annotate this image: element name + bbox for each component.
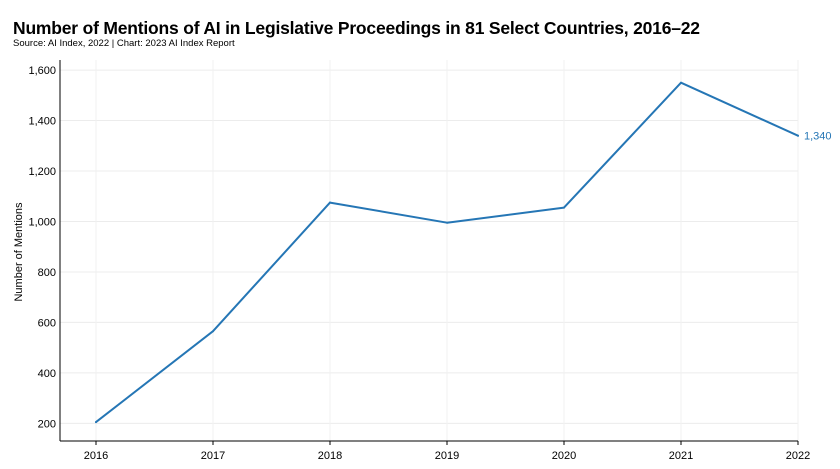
x-tick-label: 2016 xyxy=(84,450,108,462)
x-tick-label: 2021 xyxy=(669,450,693,462)
y-tick-label: 1,200 xyxy=(28,166,56,178)
data-point xyxy=(329,201,331,204)
x-tick-label: 2022 xyxy=(786,450,810,462)
data-point xyxy=(797,134,799,137)
x-tick-label: 2019 xyxy=(435,450,459,462)
y-tick-label: 1,400 xyxy=(28,116,56,128)
y-tick-label: 200 xyxy=(38,418,56,430)
axes xyxy=(59,60,799,445)
y-tick-label: 1,000 xyxy=(28,216,56,228)
x-tick-label: 2018 xyxy=(318,450,342,462)
x-tick-label: 2020 xyxy=(552,450,576,462)
y-tick-label: 400 xyxy=(38,368,56,380)
data-point xyxy=(680,81,682,84)
y-tick-label: 600 xyxy=(38,317,56,329)
y-tick-label: 800 xyxy=(38,267,56,279)
chart-title: Number of Mentions of AI in Legislative … xyxy=(13,18,700,38)
data-point xyxy=(95,421,97,424)
series-layer: 1,340 xyxy=(95,81,832,424)
chart-source: Source: AI Index, 2022 | Chart: 2023 AI … xyxy=(13,38,235,49)
data-point xyxy=(212,330,214,333)
y-axis-title: Number of Mentions xyxy=(13,202,25,302)
data-point xyxy=(563,206,565,209)
gridlines xyxy=(60,60,799,441)
x-tick-label: 2017 xyxy=(201,450,225,462)
y-tick-label: 1,600 xyxy=(28,65,56,77)
tick-labels: 200 400 600 800 1,000 1,200 1,400 1,600 2016 2017… xyxy=(28,65,810,462)
end-value-label: 1,340 xyxy=(804,131,832,143)
data-point xyxy=(446,221,448,224)
